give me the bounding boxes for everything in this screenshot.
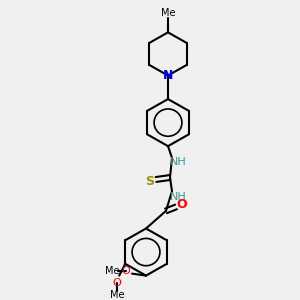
Text: Me: Me	[110, 290, 124, 300]
Text: S: S	[146, 175, 154, 188]
Text: N: N	[163, 69, 173, 82]
Text: NH: NH	[169, 157, 186, 167]
Text: Me: Me	[161, 8, 175, 18]
Text: Me: Me	[105, 266, 119, 276]
Text: O: O	[177, 199, 187, 212]
Text: NH: NH	[169, 192, 186, 202]
Text: O: O	[122, 266, 130, 276]
Text: O: O	[113, 278, 122, 288]
